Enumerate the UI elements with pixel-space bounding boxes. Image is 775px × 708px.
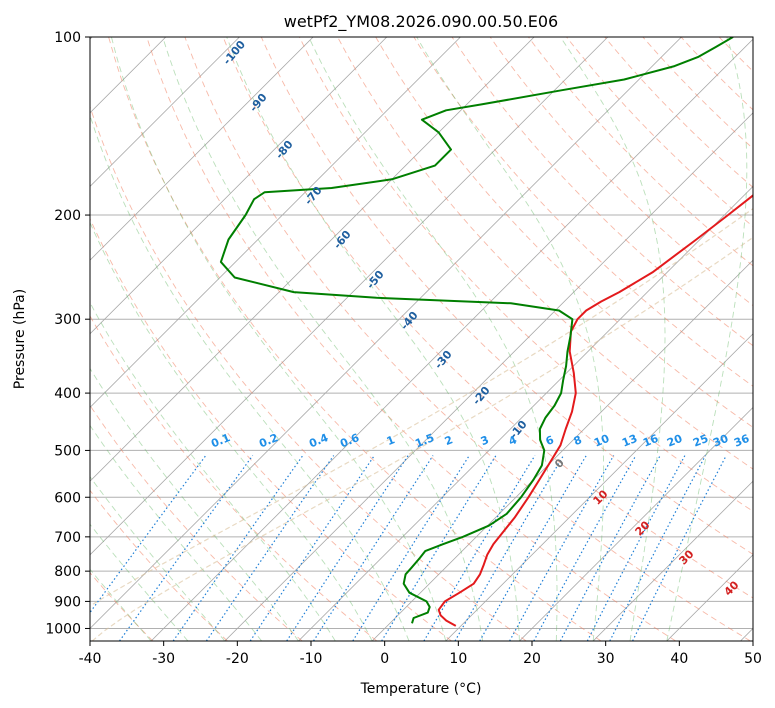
dewpoint-profile-line: [219, 37, 734, 624]
x-tick-label: 30: [597, 651, 615, 667]
moist-adiabat-line: [90, 475, 226, 641]
mixing-ratio-line: [119, 455, 254, 641]
dry-adiabat-line: [222, 37, 753, 599]
isotherm-line: [224, 112, 753, 641]
plot-frame: [89, 36, 754, 642]
chart-title: wetPf2_YM08.2026.090.00.50.E06: [284, 12, 558, 32]
isotherm-line: [298, 185, 753, 641]
y-tick-label: 400: [54, 386, 81, 402]
mixing-ratio-line: [479, 455, 587, 641]
x-tick-label: 0: [380, 651, 389, 667]
dry-adiabat-line: [260, 37, 753, 555]
mixing-ratio-line: [509, 455, 615, 641]
mixing-ratio-line: [205, 455, 335, 641]
mixing-ratio-label: 16: [641, 432, 660, 450]
mixing-ratio-line: [632, 455, 727, 641]
reference-curve: [90, 207, 753, 607]
dry-adiabat-line: [604, 37, 753, 188]
x-tick-label: -20: [226, 651, 249, 667]
mixing-ratio-line: [381, 455, 497, 641]
mixing-ratio-label: 30: [711, 432, 730, 450]
moist-adiabat-line: [560, 37, 666, 641]
isotherm-line: [90, 37, 609, 556]
mixing-ratio-line: [423, 455, 536, 641]
x-tick-label: -30: [152, 651, 175, 667]
mixing-ratio-label: 36: [732, 432, 751, 450]
y-tick-label: 200: [54, 208, 81, 224]
isotherm-line: [90, 37, 461, 409]
moist-adiabat-line: [308, 37, 558, 641]
moist-adiabat-line: [90, 301, 336, 641]
dry-adiabat-line: [90, 404, 303, 641]
moist-adiabat-line: [110, 37, 447, 641]
x-tick-label: 40: [670, 651, 688, 667]
moist-adiabat-line: [666, 37, 748, 641]
isotherm-line: [371, 259, 753, 641]
y-tick-label: 700: [54, 530, 81, 546]
moist-adiabat-line: [416, 37, 605, 641]
dry-adiabat-line: [489, 37, 753, 307]
moist-adiabat-line: [90, 221, 373, 641]
mixing-ratio-label: 2: [443, 433, 455, 448]
moist-adiabat-line: [90, 367, 299, 641]
dry-adiabat-line: [184, 37, 751, 641]
mixing-ratio-line: [172, 455, 304, 641]
mixing-ratio-line: [352, 455, 470, 641]
dry-adiabat-line: [146, 37, 676, 641]
x-tick-label: 20: [523, 651, 541, 667]
dry-adiabat-line: [451, 37, 753, 347]
mixing-ratio-label: 25: [691, 432, 710, 450]
x-tick-label: -40: [79, 651, 102, 667]
moist-adiabat-line: [90, 424, 262, 641]
mixing-ratio-line: [609, 455, 707, 641]
x-tick-label: 50: [744, 651, 762, 667]
y-tick-label: 800: [54, 564, 81, 580]
moist-adiabat-line: [90, 568, 152, 641]
isotherm-line: [90, 37, 682, 630]
y-axis-label: Pressure (hPa): [12, 289, 28, 389]
isotherm-line: [90, 37, 314, 261]
y-tick-label: 500: [54, 443, 81, 459]
dry-adiabat-line: [642, 37, 753, 150]
moist-adiabat-line: [90, 114, 410, 641]
isotherm-line: [445, 333, 753, 641]
isotherm-line: [90, 37, 240, 188]
dry-adiabat-line: [298, 37, 753, 512]
mixing-ratio-label: 13: [620, 432, 639, 450]
dry-adiabat-line: [413, 37, 753, 387]
isotherm-line: [90, 37, 388, 335]
moist-adiabat-line: [162, 37, 484, 641]
y-tick-label: 1000: [45, 621, 81, 637]
y-tick-label: 600: [54, 490, 81, 506]
mixing-ratio-label: 8: [572, 433, 584, 448]
reference-curve: [91, 236, 753, 641]
isotherm-line: [592, 480, 753, 641]
mixing-ratio-line: [249, 455, 375, 641]
x-axis-label: Temperature (°C): [360, 681, 482, 697]
x-tick-label: 10: [449, 651, 467, 667]
isotherm-line: [150, 38, 753, 641]
dry-adiabat-line: [90, 217, 452, 641]
dry-adiabat-line: [528, 37, 753, 267]
temperature-profile-line: [437, 194, 753, 627]
y-tick-label: 300: [54, 312, 81, 328]
y-tick-label: 900: [54, 594, 81, 610]
dry-adiabat-line: [108, 37, 602, 641]
x-tick-label: -10: [300, 651, 323, 667]
mixing-ratio-label: 20: [665, 432, 684, 450]
mixing-ratio-label: 10: [592, 432, 611, 450]
y-tick-label: 100: [54, 30, 81, 46]
isotherm-line: [519, 406, 753, 641]
dry-adiabat-line: [90, 315, 378, 641]
mixing-ratio-line: [454, 455, 565, 641]
isotherm-line: [90, 37, 535, 482]
mixing-ratio-label: 1: [385, 433, 397, 448]
dry-adiabat-line: [90, 105, 527, 641]
moist-adiabat-line: [226, 37, 520, 641]
mixing-ratio-label: 3: [479, 433, 491, 448]
